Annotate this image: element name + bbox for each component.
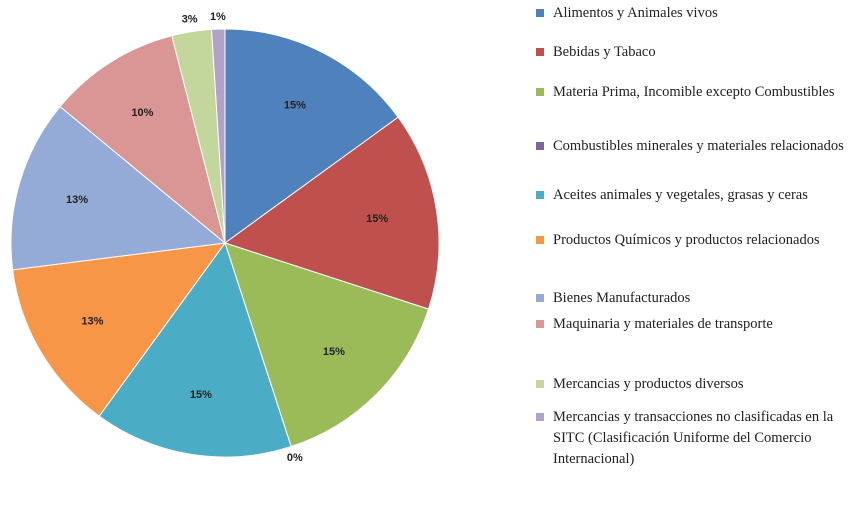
legend-label: Materia Prima, Incomible excepto Combust… (553, 84, 835, 100)
data-label: 10% (131, 107, 153, 119)
legend-entry: Combustibles minerales y materiales rela… (536, 136, 859, 157)
legend-swatch (536, 380, 544, 388)
legend-swatch (536, 88, 544, 96)
legend-entry: Aceites animales y vegetales, grasas y c… (536, 185, 859, 206)
legend-swatch (536, 48, 544, 56)
pie-slice (224, 28, 399, 244)
data-label: 15% (284, 100, 306, 112)
data-label: 13% (81, 315, 103, 327)
legend-swatch (536, 320, 544, 328)
legend-entry: Bienes Manufacturados (536, 288, 859, 309)
data-label: 13% (66, 194, 88, 206)
legend-entry: Mercancias y transacciones no clasificad… (536, 407, 859, 470)
legend-label: Mercancias y productos diversos (553, 376, 744, 392)
legend-label: Maquinaria y materiales de transporte (553, 316, 773, 332)
legend-label: Alimentos y Animales vivos (553, 5, 718, 21)
legend-entry: Productos Químicos y productos relaciona… (536, 230, 859, 251)
legend-entry: Materia Prima, Incomible excepto Combust… (536, 82, 859, 103)
pie-slice (12, 242, 227, 417)
legend-swatch (536, 294, 544, 302)
pie-slice (223, 116, 440, 310)
pie-slice (59, 35, 226, 245)
data-label: 1% (210, 11, 226, 23)
legend-label: Combustibles minerales y materiales rela… (553, 138, 844, 154)
legend-swatch (536, 236, 544, 244)
legend-entry: Maquinaria y materiales de transporte (536, 314, 859, 335)
legend-label: Bienes Manufacturados (553, 290, 691, 306)
legend-label: Bebidas y Tabaco (553, 44, 656, 60)
pie-slice (98, 241, 292, 458)
pie-slice (224, 242, 430, 448)
legend-entry: Alimentos y Animales vivos (536, 3, 859, 24)
legend-label: Aceites animales y vegetales, grasas y c… (553, 187, 808, 203)
legend-swatch (536, 413, 544, 421)
legend-entry: Mercancias y productos diversos (536, 374, 859, 395)
data-label: 0% (287, 452, 303, 464)
data-label: 3% (182, 14, 198, 26)
legend-label: Productos Químicos y productos relaciona… (553, 232, 820, 248)
data-label: 15% (323, 346, 345, 358)
legend-label: Mercancias y transacciones no clasificad… (553, 409, 834, 467)
legend-swatch (536, 191, 544, 199)
data-label: 15% (190, 389, 212, 401)
pie-slice (10, 105, 227, 271)
legend-swatch (536, 142, 544, 150)
pie: 15% 15% 15% 0% 15% 13% 13% 10% 3% 1% (10, 11, 440, 464)
data-label: 15% (366, 213, 388, 225)
legend-swatch (536, 9, 544, 17)
legend-entry: Bebidas y Tabaco (536, 42, 859, 63)
pie-slice (211, 28, 226, 244)
